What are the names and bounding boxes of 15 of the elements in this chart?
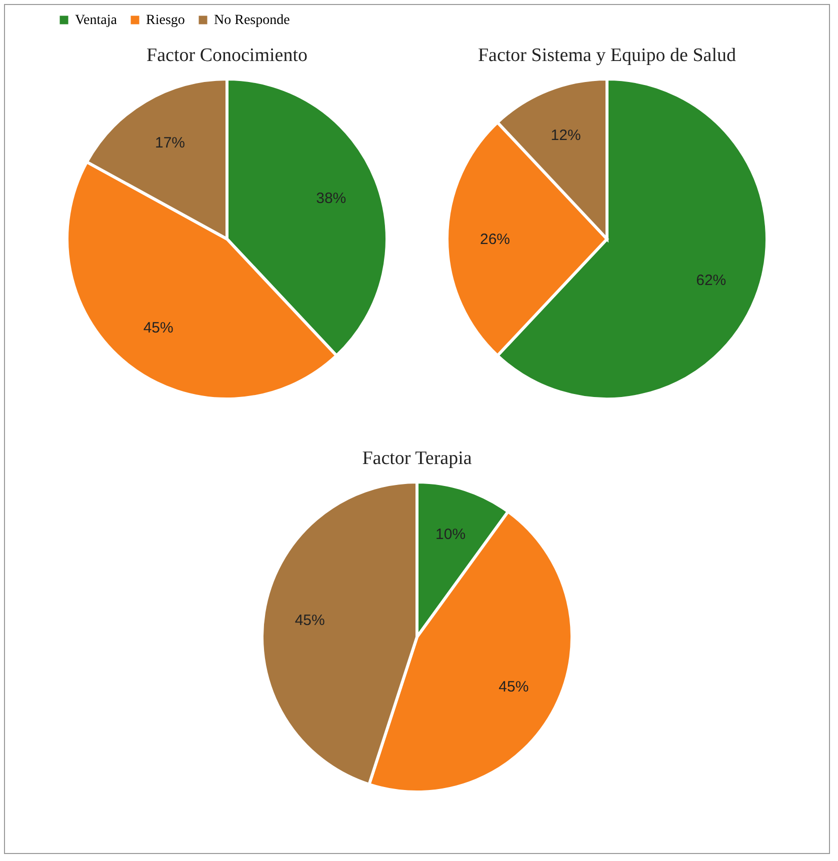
legend-label: Ventaja <box>75 13 118 28</box>
legend-label: Riesgo <box>146 13 185 28</box>
data-label: 12% <box>550 126 581 144</box>
legend-label: No Responde <box>214 13 290 28</box>
chart-title: Factor Terapia <box>362 448 472 469</box>
data-label: 26% <box>480 231 510 248</box>
chart-title: Factor Sistema y Equipo de Salud <box>478 45 737 66</box>
data-label: 45% <box>143 319 174 336</box>
data-label: 45% <box>498 678 529 696</box>
data-label: 38% <box>316 190 346 207</box>
text: Factor Conocimiento <box>146 45 308 66</box>
data-label: 17% <box>154 134 186 152</box>
data-label: 62% <box>696 272 726 290</box>
data-label: 45% <box>294 612 325 630</box>
data-label: 10% <box>436 526 466 543</box>
